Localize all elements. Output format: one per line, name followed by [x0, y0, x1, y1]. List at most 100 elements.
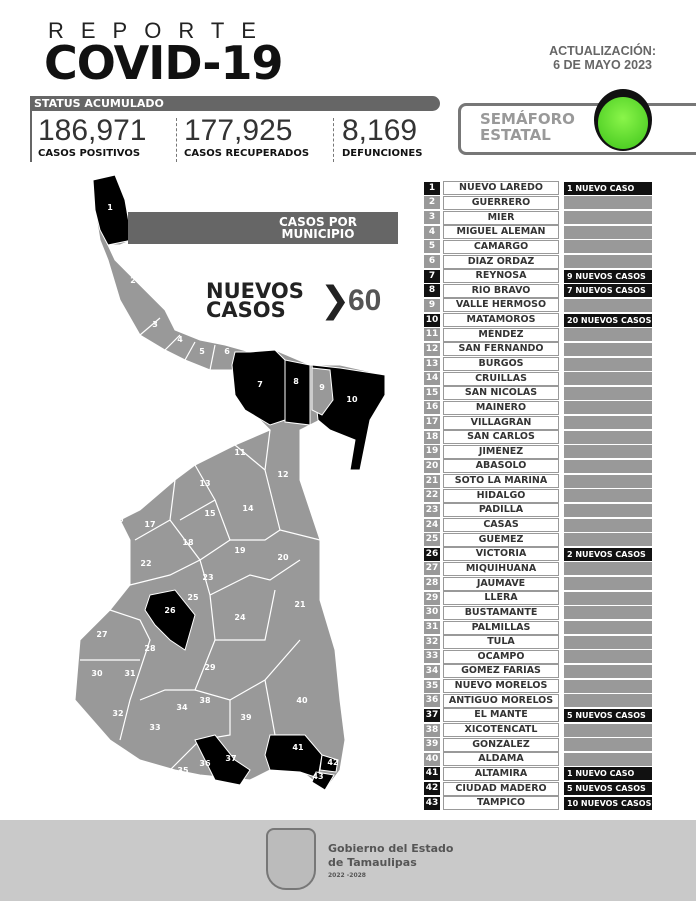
municipality-name: PADILLA — [443, 503, 559, 518]
municipality-cases: 5 NUEVOS CASOS — [564, 708, 652, 722]
municipality-name: SAN CARLOS — [443, 430, 559, 445]
municipality-table: 1 NUEVO LAREDO 1 NUEVO CASO 2 GUERRERO 3 MIER 4… — [424, 181, 654, 811]
map-label: 36 — [199, 759, 211, 768]
municipality-cases: 1 NUEVO CASO — [564, 181, 652, 195]
map-label: 15 — [204, 509, 216, 518]
municipality-cases — [564, 752, 652, 766]
map-label: 7 — [257, 380, 263, 389]
nuevos-casos-label: NUEVOS CASOS — [206, 281, 304, 321]
municipality-number: 22 — [424, 489, 440, 503]
municipality-cases: 20 NUEVOS CASOS — [564, 313, 652, 327]
municipality-name: JIMÉNEZ — [443, 444, 559, 459]
municipality-cases — [564, 503, 652, 517]
municipality-cases — [564, 635, 652, 649]
traffic-light-icon — [594, 89, 652, 151]
map-label: 37 — [225, 754, 236, 763]
municipality-number: 29 — [424, 591, 440, 605]
table-row: 18 SAN CARLOS — [424, 430, 654, 445]
gov-line-1: Gobierno del Estado — [328, 842, 454, 855]
municipality-cases: 9 NUEVOS CASOS — [564, 269, 652, 283]
municipality-number: 26 — [424, 547, 440, 561]
table-row: 32 TULA — [424, 635, 654, 650]
table-row: 25 GÜÉMEZ — [424, 532, 654, 547]
map-label: 3 — [152, 320, 158, 329]
update-date: ACTUALIZACIÓN: 6 DE MAYO 2023 — [549, 44, 656, 72]
table-row: 4 MIGUEL ALEMÁN — [424, 225, 654, 240]
map-label: 17 — [144, 520, 155, 529]
table-row: 39 GONZÁLEZ — [424, 737, 654, 752]
map-label: 27 — [96, 630, 107, 639]
map-label: 24 — [234, 613, 246, 622]
table-row: 33 OCAMPO — [424, 649, 654, 665]
municipality-8 — [284, 359, 311, 426]
table-row: 35 NUEVO MORELOS — [424, 679, 654, 694]
municipality-cases — [564, 430, 652, 444]
semaforo-label-2: ESTATAL — [480, 126, 551, 144]
map-label: 12 — [277, 470, 288, 479]
gov-line-2: de Tamaulipas — [328, 856, 417, 869]
municipality-name: XICOTÉNCATL — [443, 723, 559, 738]
municipality-cases — [564, 459, 652, 473]
table-row: 23 PADILLA — [424, 503, 654, 518]
map-label: 40 — [296, 696, 308, 705]
map-label: 38 — [199, 696, 211, 705]
municipality-number: 36 — [424, 694, 440, 708]
municipality-number: 31 — [424, 621, 440, 635]
municipality-number: 35 — [424, 679, 440, 693]
table-row: 7 REYNOSA 9 NUEVOS CASOS — [424, 269, 654, 284]
municipality-cases — [564, 445, 652, 459]
municipality-name: CASAS — [443, 518, 559, 533]
state-shape — [74, 174, 386, 791]
municipality-number: 43 — [424, 796, 440, 810]
table-row: 38 XICOTÉNCATL — [424, 723, 654, 738]
table-row: 22 HIDALGO — [424, 488, 654, 503]
map-label: 35 — [177, 766, 189, 775]
map-label: 20 — [277, 553, 289, 562]
municipality-name: TULA — [443, 635, 559, 650]
municipality-number: 34 — [424, 664, 440, 678]
map-label: 2 — [130, 276, 136, 285]
municipality-number: 40 — [424, 752, 440, 766]
municipality-9 — [311, 367, 334, 416]
municipality-number: 4 — [424, 225, 440, 239]
tamaulipas-seal-logo — [266, 828, 316, 890]
table-row: 17 VILLAGRÁN — [424, 415, 654, 430]
municipality-name: VALLE HERMOSO — [443, 298, 559, 313]
map-label: 25 — [187, 593, 199, 602]
municipality-number: 2 — [424, 196, 440, 210]
municipality-42 — [319, 754, 339, 773]
municipality-cases — [564, 328, 652, 342]
municipality-cases — [564, 372, 652, 386]
municipality-name: CAMARGO — [443, 239, 559, 254]
municipality-cases — [564, 562, 652, 576]
table-row: 12 SAN FERNANDO — [424, 342, 654, 357]
municipality-name: VILLAGRÁN — [443, 415, 559, 430]
map-label: 23 — [202, 573, 213, 582]
stat-label: CASOS POSITIVOS — [38, 148, 141, 159]
municipality-number: 21 — [424, 474, 440, 488]
municipality-name: BUSTAMANTE — [443, 605, 559, 620]
municipality-cases — [564, 196, 652, 210]
municipality-name: MIGUEL ALEMÁN — [443, 225, 559, 240]
municipality-cases — [564, 240, 652, 254]
municipality-number: 25 — [424, 533, 440, 547]
casos-label-2: MUNICIPIO — [281, 227, 355, 241]
municipality-name: ANTIGUO MORELOS — [443, 693, 559, 708]
municipality-cases — [564, 255, 652, 269]
map-label: 21 — [294, 600, 306, 609]
table-row: 31 PALMILLAS — [424, 620, 654, 635]
map-label: 5 — [199, 347, 205, 356]
municipality-26 — [144, 589, 196, 651]
municipality-name: MÉNDEZ — [443, 327, 559, 342]
table-row: 21 SOTO LA MARINA — [424, 474, 654, 489]
table-row: 24 CASAS — [424, 518, 654, 533]
municipality-cases — [564, 533, 652, 547]
municipality-name: GÜÉMEZ — [443, 532, 559, 547]
table-row: 20 ABASOLO — [424, 459, 654, 474]
map-label: 22 — [140, 559, 151, 568]
table-row: 15 SAN NICOLÁS — [424, 386, 654, 401]
municipality-1 — [92, 174, 133, 246]
map-label: 16 — [112, 515, 124, 524]
municipality-name: GÓMEZ FARÍAS — [443, 664, 559, 679]
